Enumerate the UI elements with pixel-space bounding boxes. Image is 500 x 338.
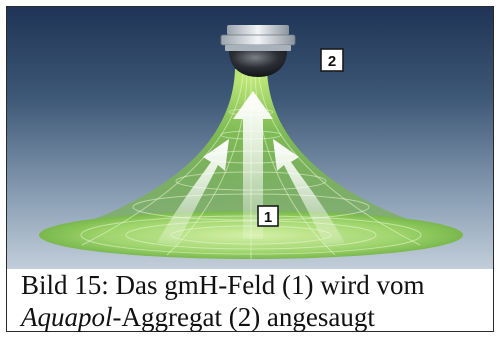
caption-line-1: Bild 15: Das gmH-Feld (1) wird vom xyxy=(21,270,425,300)
callout-2-label: 2 xyxy=(328,53,336,70)
callout-2: 2 xyxy=(320,48,344,72)
figure-caption: Bild 15: Das gmH-Feld (1) wird vom Aquap… xyxy=(21,269,500,333)
caption-aquapol: Aquapol xyxy=(21,302,113,332)
field-illustration: 2 1 xyxy=(7,7,493,269)
caption-line-2: Aquapol-Aggregat (2) angesaugt xyxy=(21,301,500,333)
callout-1: 1 xyxy=(257,205,279,227)
suction-arrow-icon xyxy=(157,91,345,245)
figure-frame: 2 1 Bild 15: Das gmH-Feld (1) wird vom A… xyxy=(6,6,494,332)
aquapol-device-icon xyxy=(220,25,296,77)
caption-line-2-rest: -Aggregat (2) angesaugt xyxy=(112,302,375,332)
callout-1-label: 1 xyxy=(264,209,272,226)
